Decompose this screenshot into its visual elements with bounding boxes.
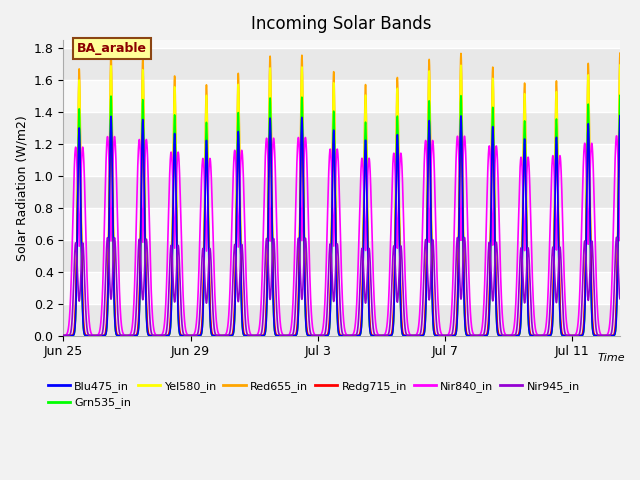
Line: Blu475_in: Blu475_in [63,116,636,336]
Red655_in [60,333,67,338]
Nir840_in [620,133,627,139]
Blu475_in [410,333,417,338]
Red655_in [418,333,426,338]
Redg715_in [410,333,417,338]
Line: Grn535_in: Grn535_in [63,95,636,336]
Nir945_in [410,333,417,338]
Nir945_in [511,332,519,338]
Line: Nir945_in: Nir945_in [63,237,636,336]
Redg715_in [632,333,640,338]
Nir945_in [623,304,630,310]
Redg715_in [511,333,519,338]
Yel580_in [511,333,519,338]
Grn535_in [410,333,417,338]
Grn535_in [632,333,640,338]
Bar [63,272,620,304]
Nir945_in [418,318,426,324]
Nir945_in [212,333,220,338]
Nir945_in [632,333,640,338]
Blu475_in [418,333,426,338]
Red655_in [616,50,624,56]
Red655_in [92,333,100,338]
Line: Red655_in: Red655_in [63,53,636,336]
Yel580_in [60,333,67,338]
Yel580_in [212,333,220,338]
Bar [63,112,620,144]
Blu475_in [616,113,624,119]
Redg715_in [623,332,630,338]
Yel580_in [418,333,426,338]
Nir840_in [623,217,630,223]
Yel580_in [568,333,576,338]
Y-axis label: Solar Radiation (W/m2): Solar Radiation (W/m2) [15,115,28,261]
Nir840_in [60,333,67,338]
Yel580_in [410,333,417,338]
Blu475_in [632,333,640,338]
Bar [63,48,620,80]
Blu475_in [212,333,220,338]
Bar [63,176,620,208]
Redg715_in [568,333,576,338]
Blu475_in [623,333,630,338]
Nir840_in [418,246,426,252]
Line: Yel580_in: Yel580_in [63,65,636,336]
Grn535_in [92,333,100,338]
Legend: Blu475_in, Grn535_in, Yel580_in, Red655_in, Redg715_in, Nir840_in, Nir945_in: Blu475_in, Grn535_in, Yel580_in, Red655_… [43,377,584,413]
Blu475_in [60,333,67,338]
Redg715_in [92,333,100,338]
Title: Incoming Solar Bands: Incoming Solar Bands [252,15,432,33]
Yel580_in [92,333,100,338]
Nir945_in [92,333,100,338]
Red655_in [568,333,576,338]
Grn535_in [616,92,624,98]
Grn535_in [623,333,630,338]
Redg715_in [60,333,67,338]
Red655_in [212,333,220,338]
Nir840_in [187,333,195,338]
Yel580_in [632,333,640,338]
Nir945_in [60,333,67,338]
Red655_in [632,333,640,338]
Line: Nir840_in: Nir840_in [63,136,636,336]
Grn535_in [418,333,426,338]
Grn535_in [568,333,576,338]
Blu475_in [568,333,576,338]
Nir945_in [620,234,627,240]
Nir945_in [568,333,576,338]
Red655_in [410,333,417,338]
Redg715_in [212,333,220,338]
Bar [63,304,620,336]
Bar [63,80,620,112]
Bar [63,144,620,176]
Text: Time: Time [598,353,626,363]
Nir840_in [511,310,519,316]
Text: BA_arable: BA_arable [77,42,147,55]
Redg715_in [418,333,426,338]
Redg715_in [616,126,624,132]
Line: Redg715_in: Redg715_in [63,129,636,336]
Red655_in [511,333,519,338]
Red655_in [623,333,630,338]
Nir840_in [632,333,640,338]
Yel580_in [616,62,624,68]
Grn535_in [511,333,519,338]
Nir840_in [92,333,100,338]
Grn535_in [212,333,220,338]
Nir840_in [410,333,417,338]
Grn535_in [60,333,67,338]
Nir840_in [212,319,220,325]
Yel580_in [623,333,630,338]
Bar [63,208,620,240]
Blu475_in [92,333,100,338]
Bar [63,240,620,272]
Blu475_in [511,333,519,338]
